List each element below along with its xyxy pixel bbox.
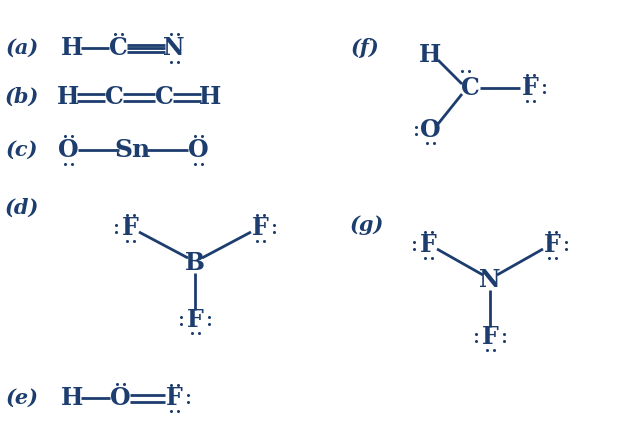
Text: F: F [522,76,538,100]
Text: O: O [188,138,208,162]
Text: F: F [544,233,560,257]
Text: N: N [479,268,501,292]
Text: C: C [105,85,123,109]
Text: (a): (a) [6,38,39,58]
Text: Sn: Sn [115,138,151,162]
Text: (b): (b) [5,87,39,107]
Text: H: H [61,36,83,60]
Text: F: F [187,308,203,332]
Text: H: H [419,43,441,67]
Text: F: F [252,216,268,240]
Text: O: O [420,118,440,142]
Text: F: F [166,386,183,410]
Text: (c): (c) [6,140,38,160]
Text: O: O [58,138,78,162]
Text: C: C [109,36,127,60]
Text: C: C [154,85,173,109]
Text: H: H [199,85,221,109]
Text: (d): (d) [5,198,39,218]
Text: (f): (f) [350,38,379,58]
Text: O: O [110,386,131,410]
Text: F: F [482,325,499,349]
Text: B: B [185,251,205,275]
Text: F: F [122,216,138,240]
Text: N: N [163,36,185,60]
Text: H: H [57,85,79,109]
Text: (e): (e) [6,388,38,408]
Text: F: F [420,233,436,257]
Text: (g): (g) [350,215,384,235]
Text: C: C [460,76,479,100]
Text: H: H [61,386,83,410]
